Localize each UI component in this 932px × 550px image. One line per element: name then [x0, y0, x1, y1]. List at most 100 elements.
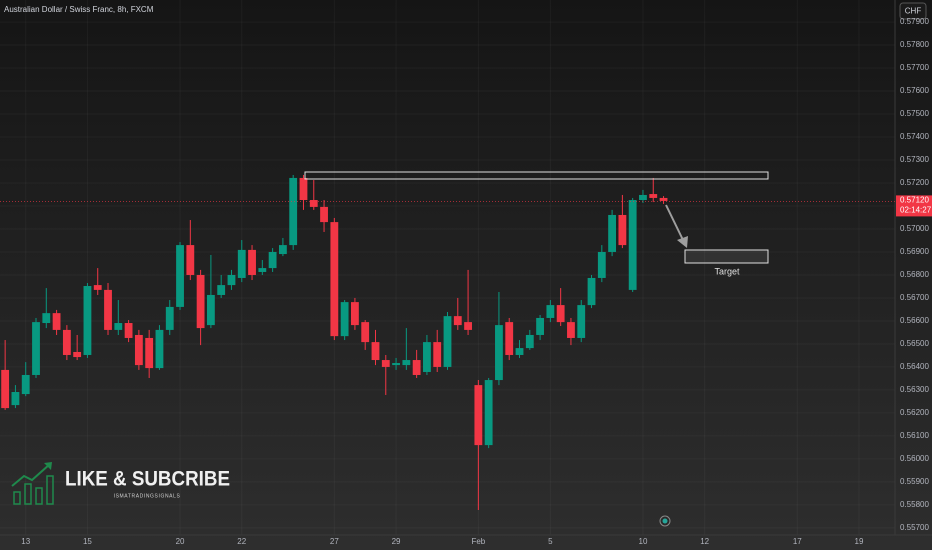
x-tick-label: 27: [330, 537, 339, 546]
candle-body: [536, 317, 544, 335]
y-tick-label: 0.56500: [900, 339, 929, 348]
y-tick-label: 0.57400: [900, 132, 929, 141]
target-zone: [684, 249, 769, 264]
candle-body: [659, 197, 668, 201]
x-tick-label: 10: [639, 537, 648, 546]
candle-body: [423, 342, 431, 372]
logo-bar: [24, 483, 32, 505]
replay-icon-dot[interactable]: [662, 518, 668, 524]
arrow-line: [665, 204, 684, 241]
candle-body: [52, 313, 61, 330]
candle-body: [361, 322, 370, 343]
candle-body: [392, 363, 400, 366]
candle-body: [217, 285, 226, 295]
candle-body: [505, 322, 514, 355]
candle-body: [371, 342, 380, 361]
currency-label[interactable]: CHF: [905, 7, 922, 16]
candle-body: [474, 385, 483, 446]
candle-body: [237, 249, 246, 278]
y-tick-label: 0.55700: [900, 523, 929, 532]
y-tick-label: 0.55800: [900, 500, 929, 509]
candle-body: [289, 177, 298, 246]
candle-body: [330, 222, 339, 337]
logo-bar: [46, 475, 54, 505]
candle-body: [268, 251, 277, 269]
y-tick-label: 0.57300: [900, 155, 929, 164]
y-tick-label: 0.57500: [900, 109, 929, 118]
candle-body: [1, 369, 10, 409]
candle-body: [62, 329, 71, 355]
y-tick-label: 0.57000: [900, 224, 929, 233]
last-price-tag: [896, 195, 932, 217]
candle-body: [515, 348, 524, 355]
candle-body: [104, 289, 112, 330]
x-tick-label: 5: [548, 537, 553, 546]
candle-body: [11, 391, 20, 406]
candle-body: [155, 329, 164, 369]
y-tick-label: 0.57900: [900, 17, 929, 26]
candle-body: [165, 306, 174, 330]
candle-body: [42, 313, 51, 324]
candle-body: [495, 325, 503, 381]
logo-text: LIKE & SUBCRIBE: [65, 468, 230, 491]
candle-body: [464, 322, 472, 330]
y-tick-label: 0.56900: [900, 247, 929, 256]
candle-body: [525, 334, 534, 349]
candle-body: [639, 194, 647, 201]
candle-body: [320, 206, 328, 223]
x-tick-label: 20: [176, 537, 185, 546]
y-tick-label: 0.56300: [900, 385, 929, 394]
logo-bar: [35, 487, 43, 505]
candle-body: [453, 316, 462, 326]
candle-body: [93, 285, 102, 290]
axes: 0.57900 0.57800 0.57700 0.57600 0.57500 0.574…: [0, 17, 932, 546]
y-tick-label: 0.57800: [900, 40, 929, 49]
candle-body: [567, 322, 575, 338]
candle-body: [134, 334, 143, 366]
candle-body: [206, 294, 215, 326]
candle-body: [21, 374, 30, 395]
candle-body: [340, 302, 349, 337]
logo-arrow-head: [44, 462, 52, 470]
resistance-zone: [304, 171, 769, 180]
x-tick-label: 17: [793, 537, 802, 546]
arrow-head: [677, 236, 688, 248]
candle-body: [258, 268, 267, 272]
candle-body: [299, 177, 308, 201]
candle-body: [587, 277, 596, 306]
logo-bar: [13, 491, 21, 505]
y-tick-label: 0.56600: [900, 316, 929, 325]
candle-body: [227, 274, 236, 286]
candle-body: [124, 323, 133, 338]
candle-body: [186, 245, 195, 275]
candle-body: [309, 200, 318, 207]
candle-body: [32, 322, 40, 375]
candle-body: [381, 360, 390, 367]
candle-body: [248, 249, 256, 275]
y-tick-label: 0.57700: [900, 63, 929, 72]
x-tick-label: 13: [21, 537, 30, 546]
x-tick-label: 22: [237, 537, 246, 546]
target-label: Target: [714, 266, 740, 276]
logo-subtext: ISMATRADINGSIGNALS: [114, 493, 181, 499]
y-tick-label: 0.56800: [900, 270, 929, 279]
currency-button[interactable]: [899, 2, 927, 20]
candle-body: [484, 380, 493, 446]
y-tick-label: 0.56400: [900, 362, 929, 371]
candles: [1, 174, 668, 510]
candle-body: [608, 214, 617, 252]
x-tick-label: 29: [392, 537, 401, 546]
chart-title: Australian Dollar / Swiss Franc, 8h, FXC…: [4, 5, 154, 14]
candle-body: [176, 245, 184, 307]
x-tick-label: Feb: [471, 537, 485, 546]
candle-body: [402, 360, 411, 366]
x-tick-label: 19: [855, 537, 864, 546]
y-tick-label: 0.56700: [900, 293, 929, 302]
candle-body: [83, 286, 92, 355]
logo-arrow: [11, 463, 51, 487]
x-tick-label: 12: [700, 537, 709, 546]
y-tick-label: 0.56200: [900, 408, 929, 417]
candle-body: [649, 194, 658, 198]
